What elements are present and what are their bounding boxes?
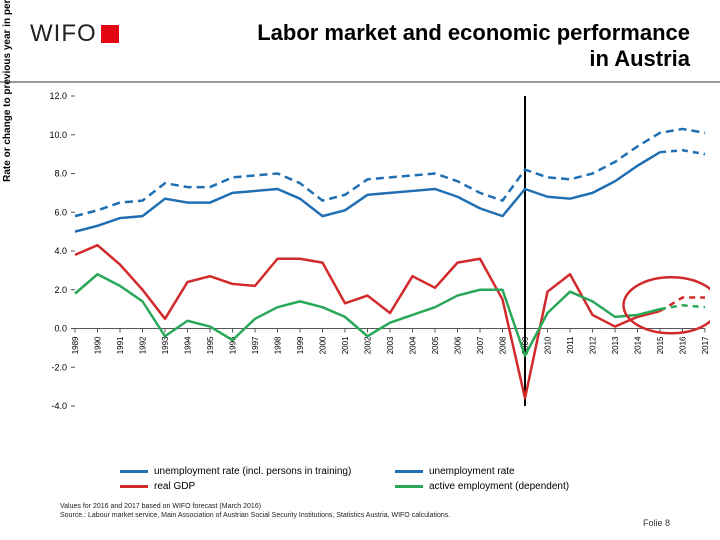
svg-text:1997: 1997 xyxy=(251,336,260,354)
chart-legend: unemployment rate (incl. persons in trai… xyxy=(120,466,640,492)
svg-text:2000: 2000 xyxy=(319,336,328,354)
svg-text:12.0: 12.0 xyxy=(49,91,67,101)
svg-text:2016: 2016 xyxy=(679,336,688,354)
legend-label: unemployment rate (incl. persons in trai… xyxy=(154,466,351,477)
svg-text:1999: 1999 xyxy=(296,336,305,354)
svg-text:1992: 1992 xyxy=(139,336,148,354)
svg-text:1998: 1998 xyxy=(274,336,283,354)
logo-square-icon xyxy=(101,25,119,43)
legend-swatch xyxy=(120,470,148,473)
svg-text:2017: 2017 xyxy=(701,336,710,354)
legend-swatch xyxy=(395,470,423,473)
svg-text:2005: 2005 xyxy=(431,336,440,354)
legend-label: unemployment rate xyxy=(429,466,515,477)
svg-text:1989: 1989 xyxy=(71,336,80,354)
legend-label: active employment (dependent) xyxy=(429,481,569,492)
footnote: Values for 2016 and 2017 based on WIFO f… xyxy=(60,502,720,520)
svg-text:10.0: 10.0 xyxy=(49,130,67,140)
page-title: Labor market and economic performance in… xyxy=(119,20,690,81)
legend-label: real GDP xyxy=(154,481,195,492)
svg-text:1995: 1995 xyxy=(206,336,215,354)
legend-item: real GDP xyxy=(120,481,365,492)
svg-text:2002: 2002 xyxy=(364,336,373,354)
svg-text:2010: 2010 xyxy=(544,336,553,354)
legend-item: unemployment rate xyxy=(395,466,640,477)
svg-text:6.0: 6.0 xyxy=(54,207,67,217)
legend-item: unemployment rate (incl. persons in trai… xyxy=(120,466,365,477)
svg-text:2003: 2003 xyxy=(386,336,395,354)
svg-text:2.0: 2.0 xyxy=(54,285,67,295)
legend-item: active employment (dependent) xyxy=(395,481,640,492)
legend-swatch xyxy=(120,485,148,488)
svg-text:-4.0: -4.0 xyxy=(51,401,67,411)
svg-text:2004: 2004 xyxy=(409,336,418,354)
svg-text:2014: 2014 xyxy=(634,336,643,354)
svg-text:0.0: 0.0 xyxy=(54,323,67,333)
svg-text:2007: 2007 xyxy=(476,336,485,354)
svg-text:1991: 1991 xyxy=(116,336,125,354)
svg-text:2001: 2001 xyxy=(341,336,350,354)
svg-text:2011: 2011 xyxy=(566,336,575,354)
chart-area: Rate or change to previous year in perce… xyxy=(10,91,710,436)
svg-text:1994: 1994 xyxy=(184,336,193,354)
svg-text:4.0: 4.0 xyxy=(54,246,67,256)
line-chart: -4.0 -2.0 0.0 2.0 4.0 6.0 8.0 10.0 12.0 1989 1990 1… xyxy=(40,91,710,436)
legend-swatch xyxy=(395,485,423,488)
svg-text:2012: 2012 xyxy=(589,336,598,354)
svg-text:2013: 2013 xyxy=(611,336,620,354)
y-axis-label: Rate or change to previous year in perce… xyxy=(2,0,13,182)
svg-text:1990: 1990 xyxy=(94,336,103,354)
svg-text:2015: 2015 xyxy=(656,336,665,354)
svg-text:-2.0: -2.0 xyxy=(51,362,67,372)
svg-text:2008: 2008 xyxy=(499,336,508,354)
wifo-logo: WIFO xyxy=(30,20,119,48)
svg-text:2006: 2006 xyxy=(454,336,463,354)
svg-text:1993: 1993 xyxy=(161,336,170,354)
logo-text: WIFO xyxy=(30,20,97,48)
slide-number: Folie 8 xyxy=(643,518,670,528)
svg-text:8.0: 8.0 xyxy=(54,168,67,178)
